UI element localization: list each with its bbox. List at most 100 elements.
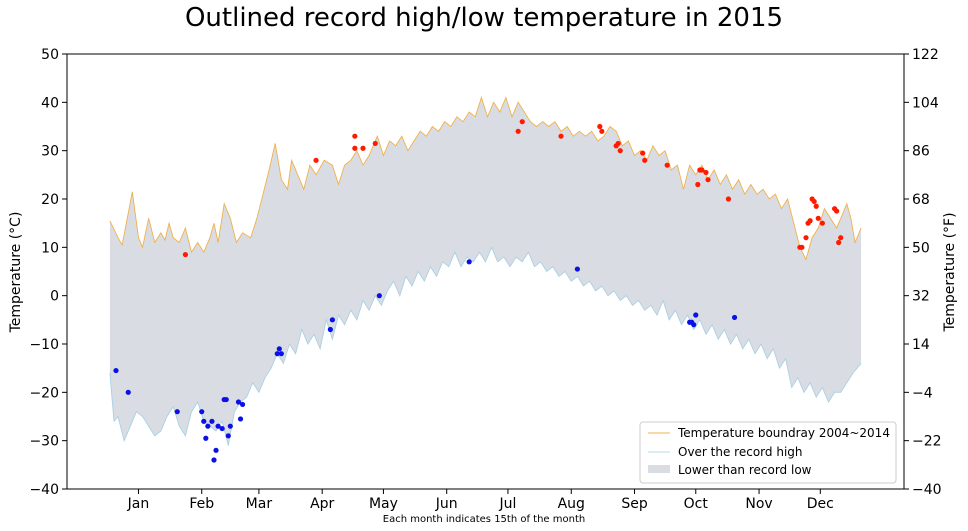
record-low-line bbox=[109, 246, 862, 446]
low-point bbox=[239, 401, 246, 408]
plot-area bbox=[66, 53, 905, 490]
high-point bbox=[695, 181, 701, 188]
high-point bbox=[664, 162, 670, 168]
left-y-axis: −40 −30 −20 −10 0 10 20 30 40 50 bbox=[29, 47, 67, 498]
low-point bbox=[274, 351, 280, 357]
low-point bbox=[211, 457, 217, 463]
month-tick-label: Aug bbox=[558, 496, 585, 512]
left-tick-label: 30 bbox=[41, 144, 59, 160]
record-high-line bbox=[109, 96, 862, 261]
right-tick-label: 104 bbox=[912, 95, 939, 111]
right-tick-label: 68 bbox=[912, 192, 930, 208]
right-tick-label: −4 bbox=[912, 385, 933, 401]
high-point bbox=[705, 177, 711, 183]
right-tick-label: 32 bbox=[912, 289, 930, 305]
low-point bbox=[213, 447, 219, 453]
month-tick-label: Jun bbox=[435, 496, 458, 512]
high-point bbox=[617, 148, 623, 154]
high-point bbox=[699, 167, 705, 173]
high-point bbox=[819, 220, 825, 226]
low-point bbox=[327, 326, 333, 333]
low-point bbox=[219, 425, 225, 432]
month-tick-label: Jan bbox=[127, 496, 150, 512]
low-point bbox=[237, 416, 244, 422]
high-point bbox=[799, 244, 805, 250]
left-tick-label: −30 bbox=[29, 434, 59, 450]
right-tick-label: 50 bbox=[912, 240, 930, 256]
high-point bbox=[642, 157, 648, 163]
high-point bbox=[313, 157, 319, 163]
right-tick-label: −22 bbox=[912, 434, 942, 450]
high-point bbox=[615, 140, 621, 147]
high-point bbox=[519, 119, 525, 125]
low-point bbox=[199, 409, 205, 415]
month-tick-label: Oct bbox=[684, 496, 709, 512]
low-point bbox=[174, 409, 180, 415]
low-point bbox=[691, 322, 697, 328]
month-tick-label: Sep bbox=[621, 496, 648, 512]
high-point bbox=[599, 128, 605, 134]
high-point bbox=[703, 169, 709, 176]
low-point bbox=[201, 418, 207, 424]
high-point bbox=[515, 128, 521, 134]
high-point bbox=[640, 150, 646, 156]
low-point bbox=[276, 346, 282, 352]
right-tick-label: 14 bbox=[912, 337, 930, 353]
left-tick-label: 20 bbox=[41, 192, 59, 208]
high-point bbox=[815, 215, 821, 221]
plot-frame bbox=[66, 53, 905, 490]
high-point bbox=[725, 196, 732, 202]
legend-box bbox=[639, 421, 897, 484]
record-band-fill bbox=[109, 97, 862, 446]
low-point bbox=[203, 435, 209, 441]
high-point bbox=[803, 235, 809, 241]
high-point bbox=[558, 133, 564, 139]
high-point bbox=[838, 235, 844, 241]
low-point bbox=[209, 418, 215, 424]
record-range-band bbox=[109, 97, 862, 446]
low-point bbox=[466, 259, 472, 265]
low-point bbox=[205, 423, 211, 429]
low-point bbox=[223, 396, 229, 403]
legend-band-swatch bbox=[648, 465, 670, 473]
high-point bbox=[360, 145, 366, 151]
low-point bbox=[278, 351, 284, 357]
left-tick-label: −20 bbox=[29, 385, 59, 401]
left-tick-label: −40 bbox=[29, 482, 59, 498]
right-y-axis: −40 −22 −4 14 32 50 68 86 104 122 bbox=[904, 47, 942, 498]
low-point bbox=[574, 266, 580, 272]
left-tick-label: −10 bbox=[29, 337, 59, 353]
high-point bbox=[182, 251, 189, 258]
high-point bbox=[807, 218, 813, 224]
x-axis-note: Each month indicates 15th of the month bbox=[383, 514, 585, 525]
right-tick-label: 122 bbox=[912, 47, 939, 63]
low-point bbox=[113, 367, 119, 374]
high-point bbox=[834, 208, 840, 214]
low-point bbox=[376, 293, 382, 299]
month-tick-label: Feb bbox=[189, 496, 214, 512]
month-tick-label: May bbox=[369, 496, 398, 512]
low-point bbox=[227, 423, 233, 429]
chart-title: Outlined record high/low temperature in … bbox=[185, 3, 783, 33]
left-tick-label: 0 bbox=[50, 289, 59, 305]
left-tick-label: 50 bbox=[41, 47, 59, 63]
legend-item-over-record-high: Over the record high bbox=[678, 445, 803, 459]
low-point bbox=[693, 312, 699, 318]
high-point bbox=[836, 239, 842, 246]
x-axis: Jan Feb Mar Apr May Jun Jul Aug Sep Oct Nov Dec bbox=[127, 489, 834, 512]
low-point bbox=[225, 433, 231, 439]
legend-item-lower-than-record-low: Lower than record low bbox=[678, 463, 812, 477]
record-points-2015 bbox=[113, 119, 844, 463]
low-point bbox=[125, 389, 131, 395]
record-lines bbox=[109, 96, 862, 446]
high-point bbox=[811, 198, 817, 205]
right-tick-label: −40 bbox=[912, 482, 942, 498]
high-point bbox=[352, 133, 358, 139]
low-point bbox=[235, 399, 242, 405]
low-point bbox=[215, 423, 221, 429]
left-tick-label: 10 bbox=[41, 240, 59, 256]
high-point bbox=[372, 140, 378, 147]
low-point bbox=[731, 314, 738, 321]
right-tick-label: 86 bbox=[912, 144, 930, 160]
